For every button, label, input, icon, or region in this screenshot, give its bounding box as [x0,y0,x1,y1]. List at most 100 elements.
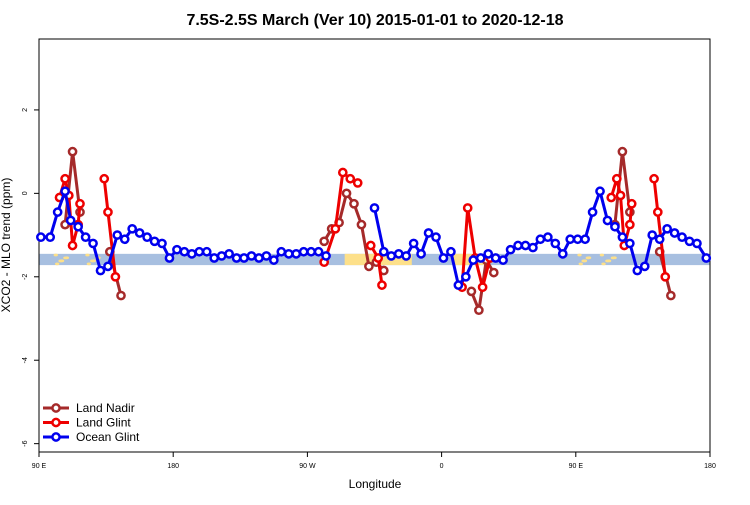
data-point [587,207,598,217]
data-point [580,234,590,245]
data-point [701,253,712,263]
data-point [632,265,643,276]
data-point [365,240,376,251]
land-patch [85,253,90,257]
land-patch [91,259,96,263]
data-point [474,305,484,316]
data-point [595,186,605,197]
land-patch [606,259,612,263]
data-point [626,198,637,209]
data-point [393,248,404,259]
data-point [186,248,197,259]
data-point [269,255,279,265]
data-point [617,232,628,243]
data-point [542,232,553,243]
data-point [127,223,138,234]
data-point [513,240,523,251]
data-point [231,253,242,263]
legend-marker [51,403,61,413]
data-point [446,246,456,257]
y-tick-label: 0 [22,191,29,195]
data-point [157,238,167,249]
data-point [572,234,583,245]
y-axis-label: XCO2 - MLO trend (ppm) [0,178,13,313]
data-point [431,232,441,243]
data-point [649,173,659,184]
data-point [172,244,182,255]
data-point [88,238,98,249]
data-point [483,248,494,259]
legend-label: Land Nadir [76,401,135,415]
data-point [639,261,650,272]
land-patch [577,253,582,257]
y-tick-label: -2 [22,274,29,280]
data-point [60,186,70,197]
land-patch [601,262,606,266]
data-point [565,234,576,245]
data-point [666,290,676,301]
data-point [116,290,126,301]
data-point [239,253,249,263]
y-tick-label: -4 [22,357,29,363]
data-point [179,246,190,257]
data-point [505,244,516,255]
data-point [401,251,412,261]
legend-label: Ocean Glint [76,430,140,444]
data-point [209,253,220,263]
data-point [460,271,471,282]
data-point [45,232,56,243]
data-point [550,238,561,249]
data-point [313,246,324,257]
land-patch [86,262,92,266]
data-point [349,198,359,209]
land-patch [59,259,65,263]
data-point [103,207,113,217]
data-point [684,236,695,247]
data-point [341,188,352,199]
data-point [164,253,175,263]
data-point [337,167,348,178]
data-point [386,251,397,261]
data-point [246,251,257,261]
data-point [606,192,617,203]
legend-marker [51,417,61,428]
data-point [377,280,387,290]
land-patch [53,253,58,257]
data-point [330,223,341,234]
data-point [119,234,130,245]
data-point [110,271,121,282]
data-point [112,230,123,240]
x-tick-label: 90 W [299,463,316,470]
y-tick-label: 2 [22,108,29,112]
data-point [216,251,227,261]
data-point [652,207,663,217]
series-layer [36,146,712,316]
data-point [194,246,205,257]
data-point [283,248,294,259]
data-point [654,234,665,245]
land-patch [64,256,70,260]
series-land-nadir [60,146,676,316]
land-patch [55,262,60,266]
data-point [364,261,374,272]
data-point [625,238,635,249]
data-point [321,251,331,261]
data-point [610,221,620,232]
data-point [65,215,76,226]
data-point [692,238,702,249]
data-point [134,228,145,238]
x-tick-label: 90 E [569,463,584,470]
data-point [103,261,113,272]
data-point [95,265,106,276]
data-point [662,223,672,234]
data-point [356,219,367,230]
land-patch [599,253,605,257]
x-tick-label: 180 [704,463,716,470]
data-point [298,246,309,257]
data-point [617,146,628,157]
data-point [142,232,152,243]
legend-marker [51,432,61,442]
series-ocean-glint [36,186,712,290]
